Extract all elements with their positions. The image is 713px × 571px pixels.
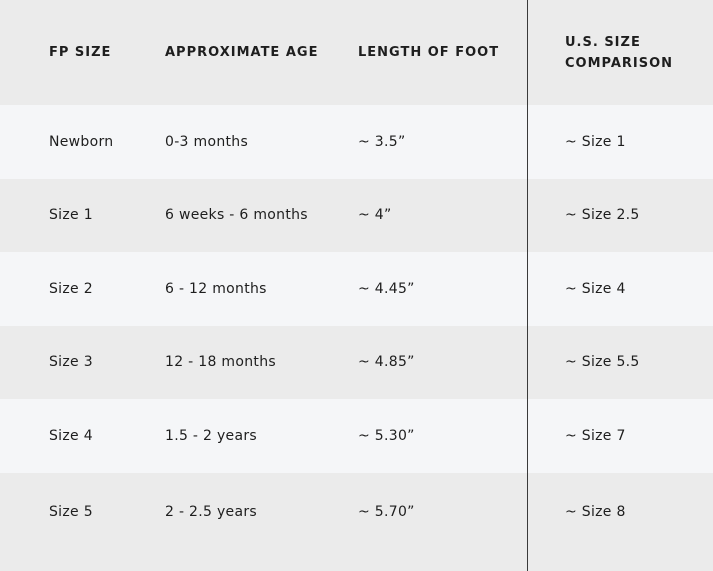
table-cell: 1.5 - 2 years — [165, 427, 258, 444]
table-row: Size 4 1.5 - 2 years ~ 5.30” ~ Size 7 — [0, 399, 713, 473]
table-cell: ~ 4.85” — [358, 354, 415, 371]
table-cell: ~ Size 2.5 — [565, 207, 640, 224]
table-cell: ~ Size 4 — [565, 280, 626, 297]
table-cell: Size 1 — [49, 207, 93, 224]
table-cell: Size 5 — [49, 503, 93, 520]
table-cell: ~ Size 5.5 — [565, 354, 640, 371]
header-row: FP SIZE APPROXIMATE AGE LENGTH OF FOOT U.S.… — [0, 0, 713, 105]
table-cell: ~ Size 1 — [565, 133, 626, 150]
table-cell: 6 - 12 months — [165, 280, 267, 297]
table-cell: ~ 4” — [358, 207, 392, 224]
table-cell: LENGTH OF FOOT — [358, 45, 500, 60]
table-cell: Size 3 — [49, 354, 93, 371]
table-cell: ~ 5.70” — [358, 503, 415, 520]
table-cell: U.S. SIZE COMPARISON — [565, 34, 674, 71]
table-row: Size 2 6 - 12 months ~ 4.45” ~ Size 4 — [0, 252, 713, 326]
table-cell: ~ Size 8 — [565, 503, 626, 520]
table-cell: ~ Size 7 — [565, 427, 626, 444]
table-cell: FP SIZE — [49, 45, 112, 60]
table-cell: ~ 4.45” — [358, 280, 415, 297]
table-cell: Newborn — [49, 133, 114, 150]
table-row: Size 1 6 weeks - 6 months ~ 4” ~ Size 2.5 — [0, 179, 713, 253]
table-cell: APPROXIMATE AGE — [165, 45, 319, 60]
table-cell: 0-3 months — [165, 133, 249, 150]
table-cell: 2 - 2.5 years — [165, 503, 258, 520]
table-cell: ~ 5.30” — [358, 427, 415, 444]
table-row: Newborn 0-3 months ~ 3.5” ~ Size 1 — [0, 105, 713, 179]
table-cell: 12 - 18 months — [165, 354, 276, 371]
column-divider — [527, 0, 528, 571]
table-cell: Size 4 — [49, 427, 93, 444]
table-cell: 6 weeks - 6 months — [165, 207, 308, 224]
table-cell: Size 2 — [49, 280, 93, 297]
table-cell: ~ 3.5” — [358, 133, 406, 150]
table-row: Size 5 2 - 2.5 years ~ 5.70” ~ Size 8 — [0, 473, 713, 551]
table-row: Size 3 12 - 18 months ~ 4.85” ~ Size 5.5 — [0, 326, 713, 400]
